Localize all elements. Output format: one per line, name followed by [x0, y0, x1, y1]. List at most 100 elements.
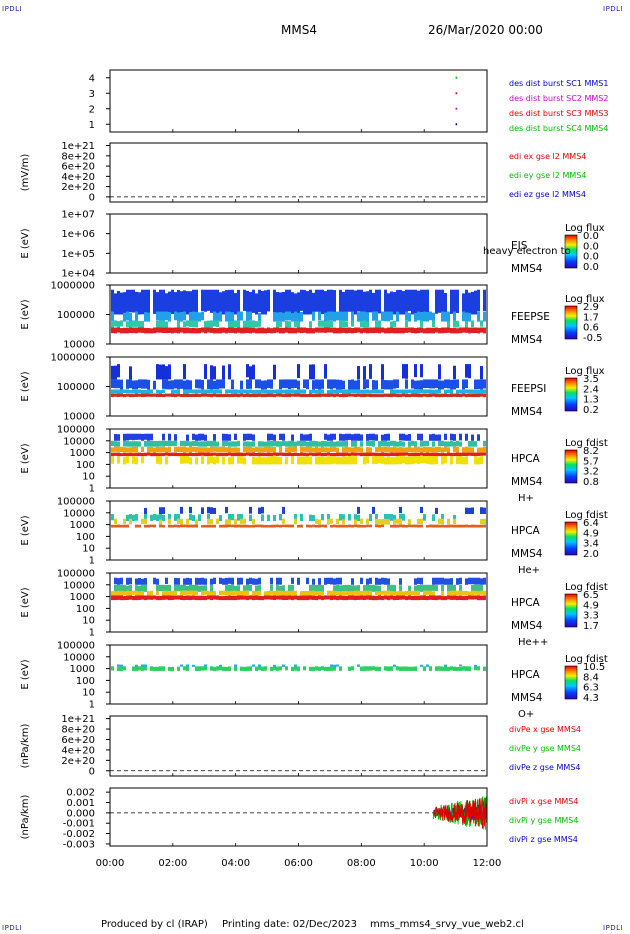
spectrogram-cell — [345, 446, 348, 453]
spectrogram-cell — [240, 327, 243, 334]
spectrogram-cell — [150, 393, 153, 397]
spectrogram-cell — [237, 456, 240, 464]
spectrogram-cell — [321, 666, 324, 671]
spectrogram-cell — [471, 590, 474, 596]
spectrogram-cell — [240, 393, 243, 397]
spectrogram-cell — [120, 577, 123, 585]
spectrogram-cell — [441, 456, 444, 465]
spectrogram-cell — [162, 389, 165, 394]
spectrogram-cell — [315, 389, 318, 394]
spectrogram-cell — [432, 524, 435, 528]
spectrogram-cell — [195, 389, 198, 394]
panel-7: E (eV) — [20, 500, 578, 561]
spectrogram-cell — [303, 393, 306, 398]
spectrogram-cell — [339, 394, 342, 398]
spectrogram-cell — [390, 291, 393, 315]
spectrogram-cell — [180, 440, 183, 447]
y-tick-label: 10 — [82, 616, 95, 627]
spectrogram-cell — [342, 291, 345, 315]
spectrogram-cell — [285, 441, 288, 447]
y-tick-label: -0.002 — [63, 829, 95, 840]
spectrogram-cell — [147, 595, 150, 600]
spectrogram-cell — [453, 595, 456, 600]
spectrogram-cell — [156, 389, 159, 394]
spectrogram-cell — [318, 320, 321, 327]
spectrogram-cell — [174, 393, 177, 398]
spectrogram-cell — [381, 452, 384, 457]
spectrogram-cell — [381, 595, 384, 601]
spectrogram-cell — [342, 327, 345, 333]
spectrogram-cell — [258, 595, 261, 601]
spectrogram-cell — [147, 312, 150, 322]
spectrogram-cell — [315, 379, 318, 389]
spectrogram-cell — [114, 327, 117, 334]
colorbar-label: 3.2 — [583, 467, 599, 478]
spectrogram-cell — [453, 666, 456, 671]
spectrogram-cell — [393, 379, 396, 389]
colorbar-title: Log fdist — [565, 654, 608, 665]
spectrogram-cell — [447, 524, 450, 528]
spectrogram-cell — [327, 518, 330, 525]
spectrogram-cell — [279, 585, 282, 592]
spectrogram-cell — [378, 666, 381, 671]
spectrogram-cell — [264, 452, 267, 457]
spectrogram-cell — [312, 393, 315, 398]
y-axis-label: (nPa/km) — [20, 795, 31, 840]
spectrogram-cell — [384, 513, 387, 521]
spectrogram-cell — [138, 433, 141, 440]
spectrogram-cell — [144, 525, 147, 528]
spectrogram-cell — [117, 291, 120, 315]
spectrogram-cell — [348, 513, 351, 521]
spectrogram-cell — [174, 452, 177, 457]
spectrogram-cell — [426, 327, 429, 334]
spectrogram-cell — [474, 664, 477, 667]
spectrogram-cell — [141, 327, 144, 333]
spectrogram-cell — [450, 289, 453, 314]
spectrogram-cell — [420, 518, 423, 524]
spectrogram-cell — [198, 389, 201, 394]
spectrogram-cell — [381, 590, 384, 595]
spectrogram-cell — [345, 440, 348, 447]
spectrogram-cell — [384, 595, 387, 600]
spectrogram-cell — [246, 590, 249, 595]
spectrogram-cell — [240, 666, 243, 671]
spectrogram-cell — [246, 320, 249, 328]
spectrogram-cell — [339, 327, 342, 334]
spectrogram-cell — [477, 327, 480, 334]
spectrogram-cell — [288, 379, 291, 390]
spectrogram-cell — [438, 364, 441, 380]
spectrogram-cell — [222, 433, 225, 441]
spectrogram-cell — [306, 524, 309, 528]
spectrogram-cell — [204, 289, 207, 312]
x-tick-label: 12:00 — [473, 858, 502, 869]
spectrogram-cell — [372, 327, 375, 334]
colorbar — [564, 593, 578, 628]
spectrogram-cell — [438, 577, 441, 585]
spectrogram-cell — [174, 446, 177, 453]
spectrogram-cell — [387, 666, 390, 671]
spectrogram-cell — [114, 518, 117, 525]
spectrogram-cell — [174, 590, 177, 595]
spectrogram-cell — [360, 441, 363, 447]
spectrogram-cell — [387, 595, 390, 601]
spectrogram-cell — [144, 440, 147, 447]
spectrogram-cell — [378, 320, 381, 328]
spectrogram-cell — [225, 590, 228, 596]
spectrogram-cell — [183, 290, 186, 315]
spectrogram-cell — [333, 666, 336, 671]
spectrogram-cell — [294, 446, 297, 452]
spectrogram-cell — [393, 584, 396, 592]
spectrogram-cell — [279, 320, 282, 328]
spectrogram-cell — [363, 666, 366, 671]
spectrogram-cell — [420, 447, 423, 453]
spectrogram-cell — [342, 311, 345, 321]
spectrogram-cell — [357, 446, 360, 452]
spectrogram-cell — [150, 590, 153, 596]
spectrogram-cell — [450, 389, 453, 394]
spectrogram-cell — [357, 393, 360, 397]
spectrogram-cell — [147, 591, 150, 596]
spectrogram-cell — [153, 327, 156, 334]
spectrogram-cell — [333, 311, 336, 322]
spectrogram-cell — [126, 590, 129, 595]
colorbar-label: 10.5 — [583, 662, 605, 673]
